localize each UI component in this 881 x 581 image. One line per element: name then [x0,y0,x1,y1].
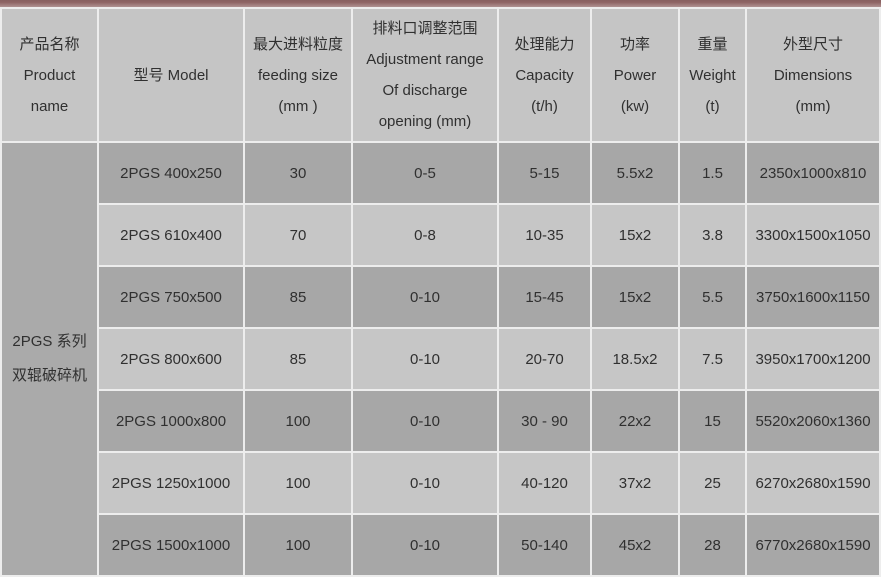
cell-capacity: 30 - 90 [499,391,590,451]
header-line: (mm ) [278,97,318,115]
cell-feeding_size: 100 [245,453,351,513]
cell-adjustment_range: 0-10 [353,391,497,451]
header-line: Adjustment range [366,51,484,68]
cell-dimensions: 3750x1600x1150 [747,267,879,327]
cell-adjustment_range: 0-10 [353,267,497,327]
cell-feeding_size: 30 [245,143,351,203]
header-row: 产品名称 Product name 型号 Model 最大进料粒度 feeding siz… [2,9,879,141]
header-line: feeding size [257,66,339,84]
cell-power: 22x2 [592,391,678,451]
cell-model: 2PGS 400x250 [99,143,243,203]
cell-capacity: 20-70 [499,329,590,389]
cell-dimensions: 3300x1500x1050 [747,205,879,265]
header-line: 产品名称 [19,35,80,53]
header-line: 排料口调整范围 [372,20,478,37]
table-body: 2PGS 系列 双辊破碎机 2PGS 400x250 30 0-5 5-15 5.5x2 1.… [2,143,879,575]
header-line: 功率 [619,35,650,53]
cell-capacity: 50-140 [499,515,590,575]
cell-adjustment_range: 0-10 [353,329,497,389]
cell-feeding_size: 100 [245,515,351,575]
table-header: 产品名称 Product name 型号 Model 最大进料粒度 feeding siz… [2,9,879,141]
cell-capacity: 15-45 [499,267,590,327]
header-line: (mm) [795,97,831,115]
cell-weight: 15 [680,391,745,451]
table-row: 2PGS 1000x800 100 0-10 30 - 90 22x2 15 5520x20… [2,391,879,451]
cell-power: 5.5x2 [592,143,678,203]
cell-capacity: 40-120 [499,453,590,513]
cell-weight: 7.5 [680,329,745,389]
cell-weight: 25 [680,453,745,513]
cell-weight: 3.8 [680,205,745,265]
header-line: opening (mm) [378,113,472,130]
cell-model: 2PGS 750x500 [99,267,243,327]
header-line: Capacity [515,66,574,84]
header-line: (kw) [620,97,650,115]
cell-power: 15x2 [592,205,678,265]
column-header-model: 型号 Model [99,9,243,141]
cell-model: 2PGS 800x600 [99,329,243,389]
table-row: 2PGS 610x400 70 0-8 10-35 15x2 3.8 3300x1500x1… [2,205,879,265]
column-header-adjustment_range: 排料口调整范围 Adjustment range Of discharge openi… [353,9,497,141]
header-line: 处理能力 [514,35,575,53]
cell-power: 37x2 [592,453,678,513]
column-header-weight: 重量 Weight (t) [680,9,745,141]
cell-dimensions: 6770x2680x1590 [747,515,879,575]
cell-weight: 28 [680,515,745,575]
table-row: 2PGS 750x500 85 0-10 15-45 15x2 5.5 3750x1600x… [2,267,879,327]
cell-model: 2PGS 1250x1000 [99,453,243,513]
header-line: 外型尺寸 [782,35,843,53]
cell-model: 2PGS 1000x800 [99,391,243,451]
cell-power: 45x2 [592,515,678,575]
header-line: name [30,97,69,115]
cell-model: 2PGS 610x400 [99,205,243,265]
header-line: (t/h) [531,97,558,115]
table-row: 2PGS 1500x1000 100 0-10 50-140 45x2 28 6770x26… [2,515,879,575]
cell-adjustment_range: 0-5 [353,143,497,203]
header-line: Of discharge [382,82,468,99]
cell-capacity: 10-35 [499,205,590,265]
column-header-dimensions: 外型尺寸 Dimensions (mm) [747,9,879,141]
header-line: Product [23,66,76,84]
product-series-line: 双辊破碎机 [11,367,87,384]
cell-adjustment_range: 0-10 [353,515,497,575]
cell-dimensions: 3950x1700x1200 [747,329,879,389]
cell-power: 15x2 [592,267,678,327]
header-line: Power [613,66,657,84]
cell-adjustment_range: 0-8 [353,205,497,265]
top-accent-bar [0,0,881,7]
product-series-cell: 2PGS 系列 双辊破碎机 [2,143,97,575]
product-series-line: 2PGS 系列 [12,333,87,350]
column-header-feeding_size: 最大进料粒度 feeding size (mm ) [245,9,351,141]
cell-adjustment_range: 0-10 [353,453,497,513]
header-line: Dimensions [773,66,853,84]
cell-capacity: 5-15 [499,143,590,203]
cell-feeding_size: 85 [245,329,351,389]
cell-feeding_size: 70 [245,205,351,265]
cell-feeding_size: 85 [245,267,351,327]
header-line: (t) [705,97,720,115]
header-line: 重量 [697,35,728,53]
cell-feeding_size: 100 [245,391,351,451]
cell-weight: 5.5 [680,267,745,327]
cell-model: 2PGS 1500x1000 [99,515,243,575]
table-row: 2PGS 系列 双辊破碎机 2PGS 400x250 30 0-5 5-15 5.5x2 1.… [2,143,879,575]
cell-power: 18.5x2 [592,329,678,389]
header-line: 最大进料粒度 [252,35,343,53]
product-spec-table: 产品名称 Product name 型号 Model 最大进料粒度 feeding siz… [0,7,881,577]
cell-dimensions: 5520x2060x1360 [747,391,879,451]
table-row: 2PGS 800x600 85 0-10 20-70 18.5x2 7.5 3950x170… [2,329,879,389]
header-line: 型号 Model [133,66,209,84]
cell-dimensions: 2350x1000x810 [747,143,879,203]
column-header-capacity: 处理能力 Capacity (t/h) [499,9,590,141]
cell-dimensions: 6270x2680x1590 [747,453,879,513]
table-row: 2PGS 1250x1000 100 0-10 40-120 37x2 25 6270x26… [2,453,879,513]
cell-weight: 1.5 [680,143,745,203]
header-line: Weight [689,66,736,84]
column-header-power: 功率 Power (kw) [592,9,678,141]
column-header-product_name: 产品名称 Product name [2,9,97,141]
